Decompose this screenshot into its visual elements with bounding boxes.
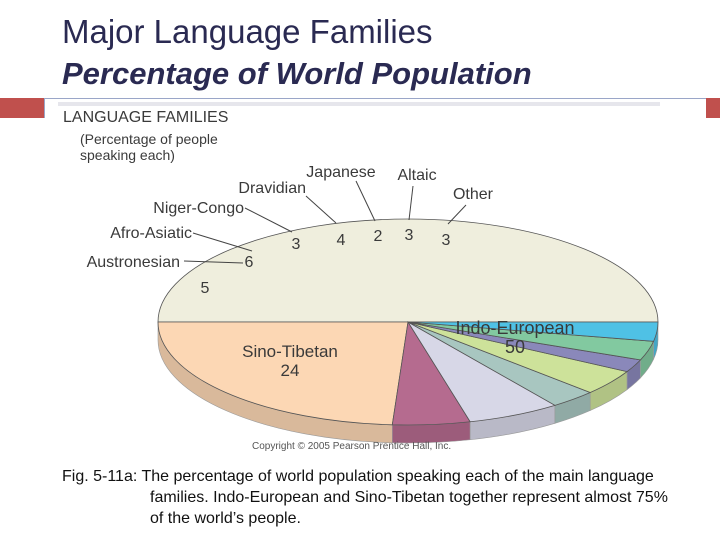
slide-title: Major Language Families [62, 13, 433, 50]
slide-subtitle: Percentage of World Population [62, 56, 532, 91]
title-rule-tick [44, 98, 45, 118]
chart-subtitle: (Percentage of people speaking each) [80, 131, 218, 163]
title-rule-accent-left [0, 98, 44, 118]
title-rule-line [44, 98, 720, 99]
figure-copyright: Copyright © 2005 Pearson Prentice Hall, … [252, 441, 452, 452]
chart-title: LANGUAGE FAMILIES [63, 109, 229, 126]
title-rule-accent-right [706, 98, 720, 118]
figure-caption: Fig. 5-11a: The percentage of world popu… [62, 468, 668, 527]
